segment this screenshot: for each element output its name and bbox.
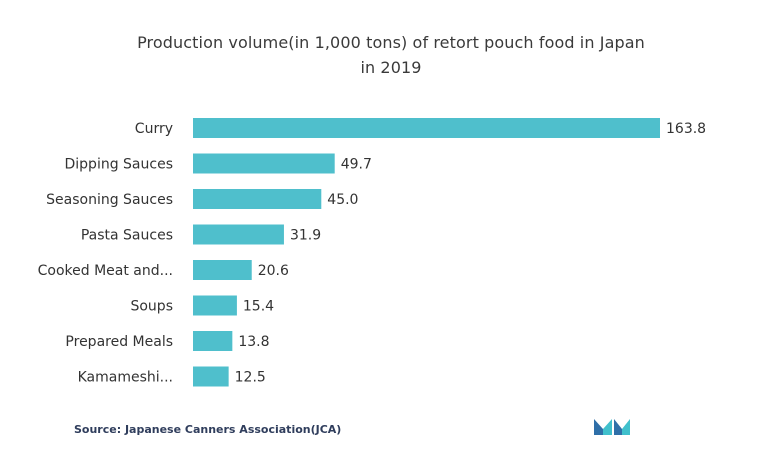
bar (193, 260, 252, 280)
category-label: Prepared Meals (65, 334, 173, 350)
category-label: Cooked Meat and... (38, 263, 173, 279)
category-label: Curry (135, 121, 173, 137)
chart-title-year: in 2019 (360, 58, 422, 77)
source-note: Source: Japanese Canners Association(JCA… (74, 423, 342, 436)
bar (193, 153, 335, 174)
bar (193, 118, 660, 138)
value-label: 163.8 (666, 121, 706, 137)
bar (193, 224, 284, 245)
value-label: 49.7 (341, 157, 372, 173)
value-label: 45.0 (327, 192, 358, 208)
bar (193, 189, 322, 209)
value-label: 13.8 (238, 334, 269, 350)
mordor-logo-icon (594, 419, 630, 435)
bar (193, 366, 229, 387)
bar (193, 295, 237, 316)
category-label: Seasoning Sauces (46, 192, 173, 208)
value-label: 31.9 (290, 228, 321, 244)
bar (193, 331, 233, 351)
value-label: 12.5 (235, 370, 266, 386)
value-label: 15.4 (243, 299, 274, 315)
category-label: Dipping Sauces (65, 157, 174, 173)
category-label: Soups (130, 299, 173, 315)
value-label: 20.6 (258, 263, 289, 279)
category-label: Pasta Sauces (81, 228, 173, 244)
category-label: Kamameshi... (78, 370, 173, 386)
chart-title: Production volume(in 1,000 tons) of reto… (137, 33, 645, 52)
